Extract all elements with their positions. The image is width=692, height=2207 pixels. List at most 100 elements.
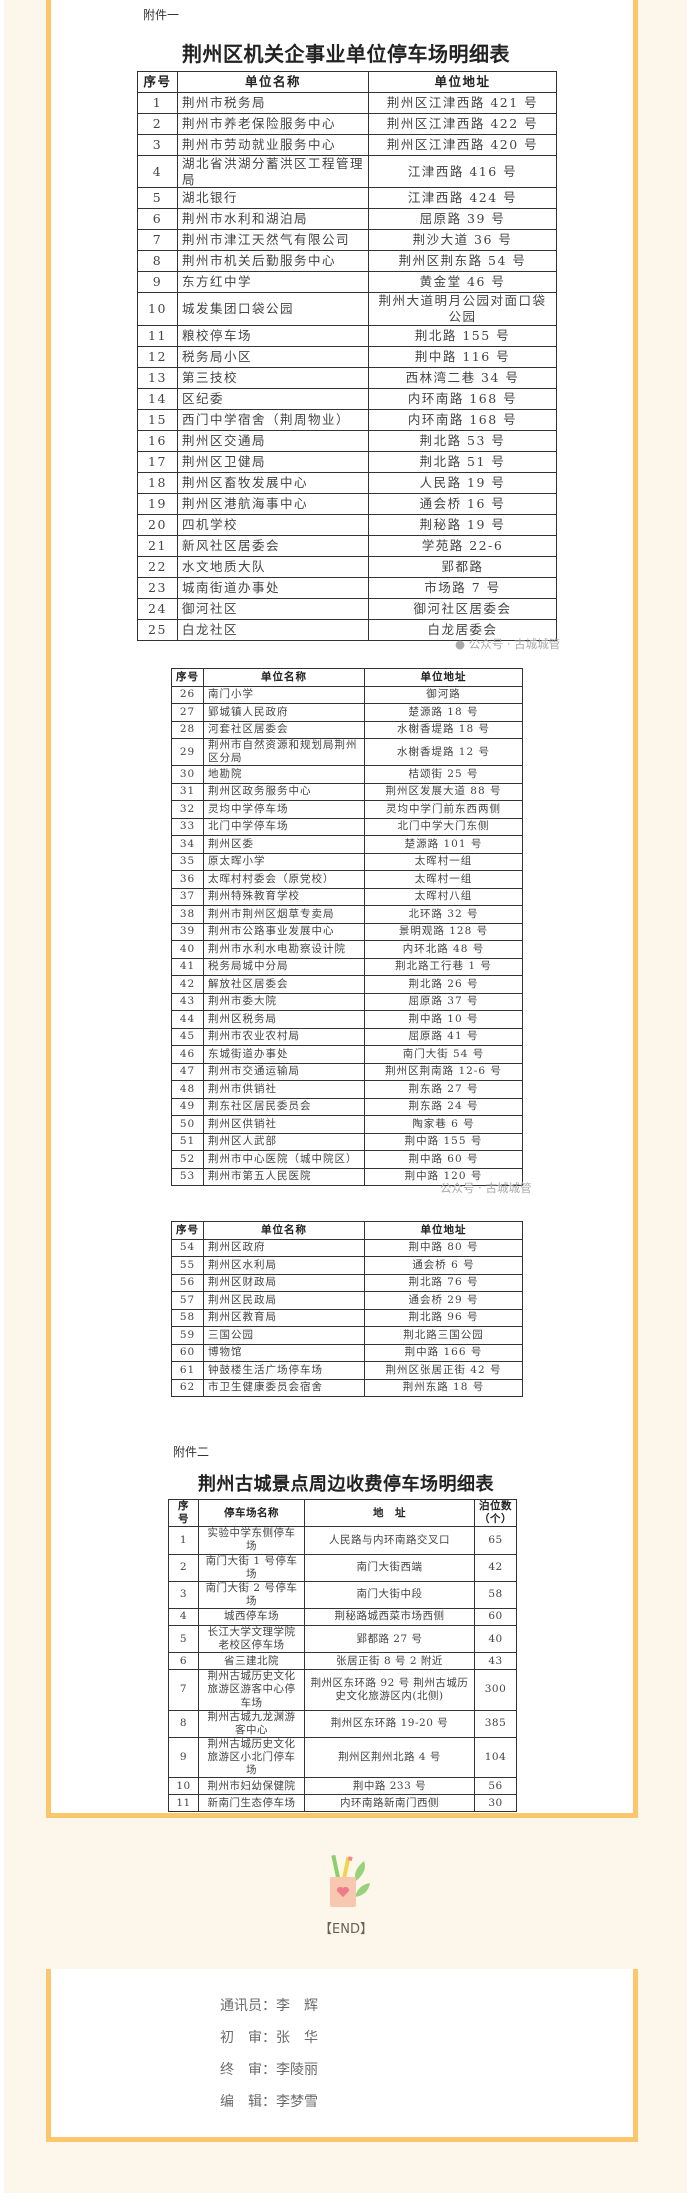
table-row: 48 荆州市供销社 荆东路 27 号 (171, 1080, 523, 1099)
table-cell: 56 (171, 1273, 204, 1292)
table-cell: 385 (474, 1709, 517, 1738)
table-cell: 荆州市津江天然气有限公司 (177, 229, 369, 252)
table-cell: 10 (137, 292, 178, 326)
table-cell: 3 (168, 1580, 199, 1610)
table-cell: 43 (474, 1652, 517, 1671)
table-cell: 内环南路新南门西侧 (304, 1794, 475, 1813)
table-row: 27 郢城镇人民政府 楚源路 18 号 (171, 703, 523, 722)
table-row: 1 实验中学东侧停车场 人民路与内环南路交叉口 65 (168, 1526, 517, 1555)
table-cell: 荆州市水利水电勘察设计院 (203, 940, 365, 959)
table-cell: 7 (168, 1669, 199, 1711)
pen-holder-icon (322, 1853, 370, 1909)
table-row: 34 荆州区委 楚源路 101 号 (171, 835, 523, 854)
table-cell: 地勘院 (203, 765, 365, 784)
table-cell: 北门中学停车场 (203, 817, 365, 837)
table-cell: 荆沙大道 36 号 (368, 229, 557, 252)
table-cell: 16 (137, 429, 178, 452)
table-cell: 荆州市养老保险服务中心 (177, 113, 369, 135)
table-cell: 62 (171, 1378, 204, 1397)
table-cell: 25 (137, 618, 178, 641)
table-cell: 300 (474, 1669, 517, 1711)
table-cell: 荆中路 60 号 (364, 1150, 523, 1169)
table-row: 4 湖北省洪湖分蓄洪区工程管理局 江津西路 416 号 (137, 154, 557, 189)
table-cell: 东方红中学 (177, 271, 369, 294)
table-cell: 23 (137, 576, 178, 599)
table-cell: 太晖村一组 (364, 852, 523, 872)
table-cell: 荆州古城历史文化旅游区小北门停车场 (198, 1736, 305, 1779)
table-row: 17 荆州区卫健局 荆北路 51 号 (137, 450, 557, 473)
table-cell: 37 (171, 887, 204, 907)
table-cell: 江津西路 424 号 (368, 187, 557, 210)
table-cell: 人民路与内环南路交叉口 (304, 1526, 475, 1555)
table-cell: 26 (171, 685, 204, 704)
table-row: 22 水文地质大队 郢都路 (137, 555, 557, 578)
annex2-title: 荆州古城景点周边收费停车场明细表 (198, 1474, 494, 1495)
table-row: 3 荆州市劳动就业服务中心 荆州区江津西路 420 号 (137, 134, 557, 156)
table-cell: 65 (474, 1526, 517, 1555)
table-cell: 荆州区东环路 19-20 号 (304, 1709, 475, 1738)
table-row: 4 城西停车场 荆秘路城西菜市场西侧 60 (168, 1608, 517, 1626)
table-cell: 8 (168, 1709, 199, 1738)
column-header: 单位名称 (203, 1221, 365, 1240)
table-cell: 通会桥 29 号 (364, 1291, 523, 1310)
table-cell: 11 (168, 1794, 199, 1813)
table-cell: 52 (171, 1150, 204, 1169)
table-cell: 西林湾二巷 34 号 (368, 366, 557, 389)
table-row: 2 荆州市养老保险服务中心 荆州区江津西路 422 号 (137, 113, 557, 135)
table-row: 6 省三建北院 张居正街 8 号 2 附近 43 (168, 1652, 517, 1671)
table-cell: 荆中路 166 号 (364, 1343, 523, 1362)
table-cell: 12 (137, 345, 178, 368)
table-row: 38 荆州市荆州区烟草专卖局 北环路 32 号 (171, 905, 523, 924)
table-cell: 荆州区卫健局 (177, 450, 369, 473)
table-row: 44 荆州区税务局 荆中路 10 号 (171, 1010, 523, 1029)
watermark-text: 公众号 · 古城城管 (468, 637, 561, 651)
table-cell: 荆州区荆州北路 4 号 (304, 1736, 475, 1779)
table-cell: 48 (171, 1080, 204, 1099)
table-cell: 郢都路 27 号 (304, 1624, 475, 1654)
table-header-row: 序号 停车场名称地 址泊位数（个） (168, 1498, 517, 1528)
table-cell: 荆州市自然资源和规划局荆州区分局 (203, 737, 365, 767)
table-cell: 44 (171, 1010, 204, 1029)
table-cell: 荆北路 26 号 (364, 975, 523, 994)
table-cell: 58 (474, 1580, 517, 1610)
table-cell: 人民路 19 号 (368, 471, 557, 494)
table-cell: 6 (168, 1652, 199, 1671)
column-header: 序号 (171, 668, 204, 687)
table-cell: 荆州区荆东路 54 号 (368, 250, 557, 273)
table-cell: 32 (171, 800, 204, 819)
table-cell: 荆州市劳动就业服务中心 (177, 134, 369, 156)
table-row: 9 东方红中学 黄金堂 46 号 (137, 271, 557, 294)
table-cell: 42 (171, 975, 204, 994)
table-cell: 南门大街 54 号 (364, 1045, 523, 1064)
table-cell: 城西停车场 (198, 1608, 305, 1626)
table-row: 32 灵均中学停车场 灵均中学门前东西两侧 (171, 800, 523, 819)
table-cell: 20 (137, 513, 178, 536)
table-cell: 14 (137, 387, 178, 410)
table-cell: 荆北路 76 号 (364, 1273, 523, 1292)
table-cell: 33 (171, 817, 204, 837)
table-cell: 3 (137, 134, 178, 156)
table-cell: 荆州市交通运输局 (203, 1062, 365, 1082)
table-row: 52 荆州市中心医院（城中院区） 荆中路 60 号 (171, 1150, 523, 1169)
table-cell: 39 (171, 922, 204, 942)
table-row: 10 城发集团口袋公园 荆州大道明月公园对面口袋公园 (137, 292, 557, 326)
table-cell: 城南街道办事处 (177, 576, 369, 599)
table-row: 14 区纪委 内环南路 168 号 (137, 387, 557, 410)
table-cell: 白龙居委会 (368, 618, 557, 641)
table-row: 50 荆州区供销社 陶家巷 6 号 (171, 1115, 523, 1134)
table-cell: 水榭香堤路 12 号 (364, 737, 523, 767)
table-cell: 荆州区民政局 (203, 1291, 365, 1310)
credits-card (46, 1969, 638, 2142)
table-cell: 22 (137, 555, 178, 578)
table-row: 8 荆州古城九龙渊游客中心 荆州区东环路 19-20 号 385 (168, 1709, 517, 1738)
table-cell: 郢城镇人民政府 (203, 703, 365, 722)
table-row: 10 荆州市妇幼保健院 荆中路 233 号 56 (168, 1777, 517, 1796)
table-cell: 50 (171, 1115, 204, 1134)
watermark-2: 公众号 · 古城城管 (440, 1180, 531, 1196)
table-cell: 桔颂街 25 号 (364, 765, 523, 784)
table-cell: 荆州大道明月公园对面口袋公园 (368, 292, 557, 326)
column-header: 泊位数（个） (474, 1498, 517, 1528)
table-cell: 荆州市委大院 (203, 992, 365, 1012)
table-cell: 荆北路 53 号 (368, 429, 557, 452)
table-cell: 屈原路 41 号 (364, 1027, 523, 1047)
